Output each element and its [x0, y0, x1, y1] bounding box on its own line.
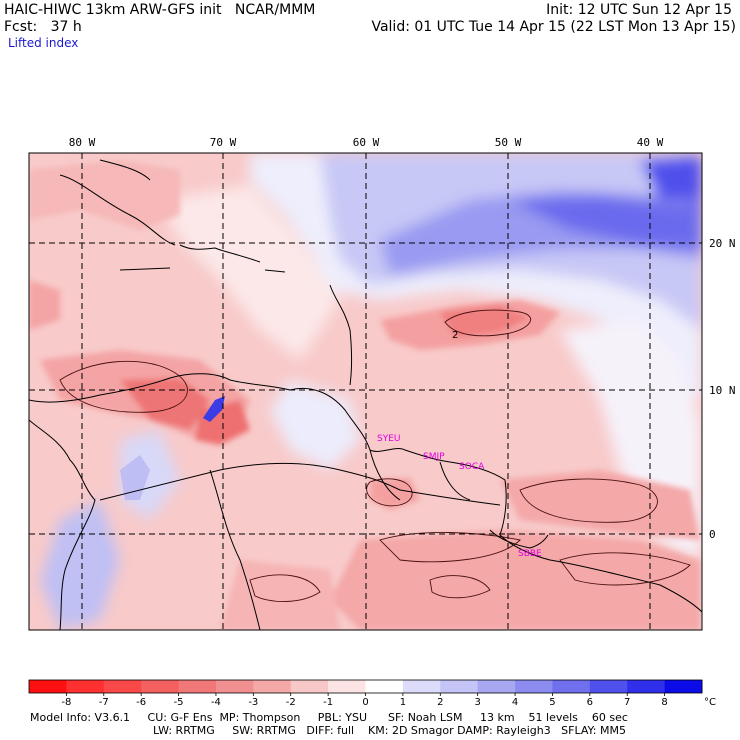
graticule	[29, 153, 702, 630]
colorbar-swatch	[589, 680, 628, 693]
colorbar-swatch	[328, 680, 366, 693]
colorbar: -8 -7 -6 -5 -4 -3 -2 -1 0 1 2 3 4 5 6 7 8 °C	[28, 679, 716, 708]
lon-label-70w: 70 W	[210, 136, 237, 149]
station-syeu: SYEU	[377, 434, 400, 444]
model-title: HAIC-HIWC 13km ARW-GFS init NCAR/MMM	[4, 2, 316, 18]
lon-label-50w: 50 W	[495, 136, 522, 149]
station-smjp: SMJP	[423, 452, 445, 462]
colorbar-tick-label: 8	[661, 697, 667, 708]
colorbar-tick-label: 4	[512, 697, 518, 708]
colorbar-tick-label: -2	[286, 697, 296, 708]
colorbar-swatch	[290, 680, 329, 693]
lifted-index-field	[29, 153, 702, 630]
colorbar-swatch	[552, 680, 591, 693]
blue-streak	[203, 396, 225, 422]
forecast-hour: Fcst: 37 h	[4, 19, 82, 35]
model-info-line1: Model Info: V3.6.1 CU: G-F Ens MP: Thomp…	[30, 711, 628, 724]
colorbar-swatch	[178, 680, 217, 693]
contour-label: 2	[452, 330, 458, 341]
colorbar-swatch	[29, 680, 67, 693]
colorbar-tick-label: 6	[587, 697, 593, 708]
colorbar-tick-label: -8	[61, 697, 71, 708]
colorbar-tick-label: -3	[248, 697, 258, 708]
station-sbbe: SBBE	[518, 549, 542, 559]
colorbar-tick-label: -6	[136, 697, 146, 708]
lon-label-40w: 40 W	[637, 136, 664, 149]
colorbar-tick-label: 1	[400, 697, 406, 708]
colorbar-tick-label: -7	[99, 697, 109, 708]
valid-time: Valid: 01 UTC Tue 14 Apr 15 (22 LST Mon …	[371, 19, 736, 35]
colorbar-swatch	[253, 680, 292, 693]
field-name: Lifted index	[8, 36, 79, 50]
lon-label-60w: 60 W	[353, 136, 380, 149]
colorbar-tick-label: 0	[362, 697, 368, 708]
colorbar-unit: °C	[704, 697, 716, 708]
colorbar-swatch	[477, 680, 516, 693]
lat-label-10n: 10 N	[709, 384, 736, 397]
model-info-line2: LW: RRTMG SW: RRTMG DIFF: full KM: 2D Sm…	[153, 724, 626, 737]
colorbar-tick-label: -5	[174, 697, 184, 708]
colorbar-swatch	[141, 680, 180, 693]
colorbar-tick-label: 2	[437, 697, 443, 708]
init-time: Init: 12 UTC Sun 12 Apr 15	[546, 2, 732, 18]
lat-label-0: 0	[709, 528, 716, 541]
colorbar-swatch	[103, 680, 142, 693]
colorbar-tick-label: 3	[474, 697, 480, 708]
colorbar-swatch	[402, 680, 441, 693]
colorbar-swatch	[66, 680, 105, 693]
lat-label-20n: 20 N	[709, 237, 736, 250]
colorbar-swatch	[440, 680, 479, 693]
colorbar-swatch	[515, 680, 553, 693]
colorbar-tick-label: -4	[211, 697, 221, 708]
colorbar-tick-label: 5	[549, 697, 555, 708]
colorbar-tick-label: -1	[323, 697, 333, 708]
lon-label-80w: 80 W	[69, 136, 96, 149]
colorbar-swatch	[664, 680, 703, 693]
coastlines	[29, 159, 702, 630]
colorbar-swatch	[215, 680, 254, 693]
colorbar-swatch	[627, 680, 666, 693]
colorbar-swatch	[365, 680, 404, 693]
colorbar-tick-label: 7	[624, 697, 630, 708]
station-soca: SOCA	[459, 462, 485, 472]
